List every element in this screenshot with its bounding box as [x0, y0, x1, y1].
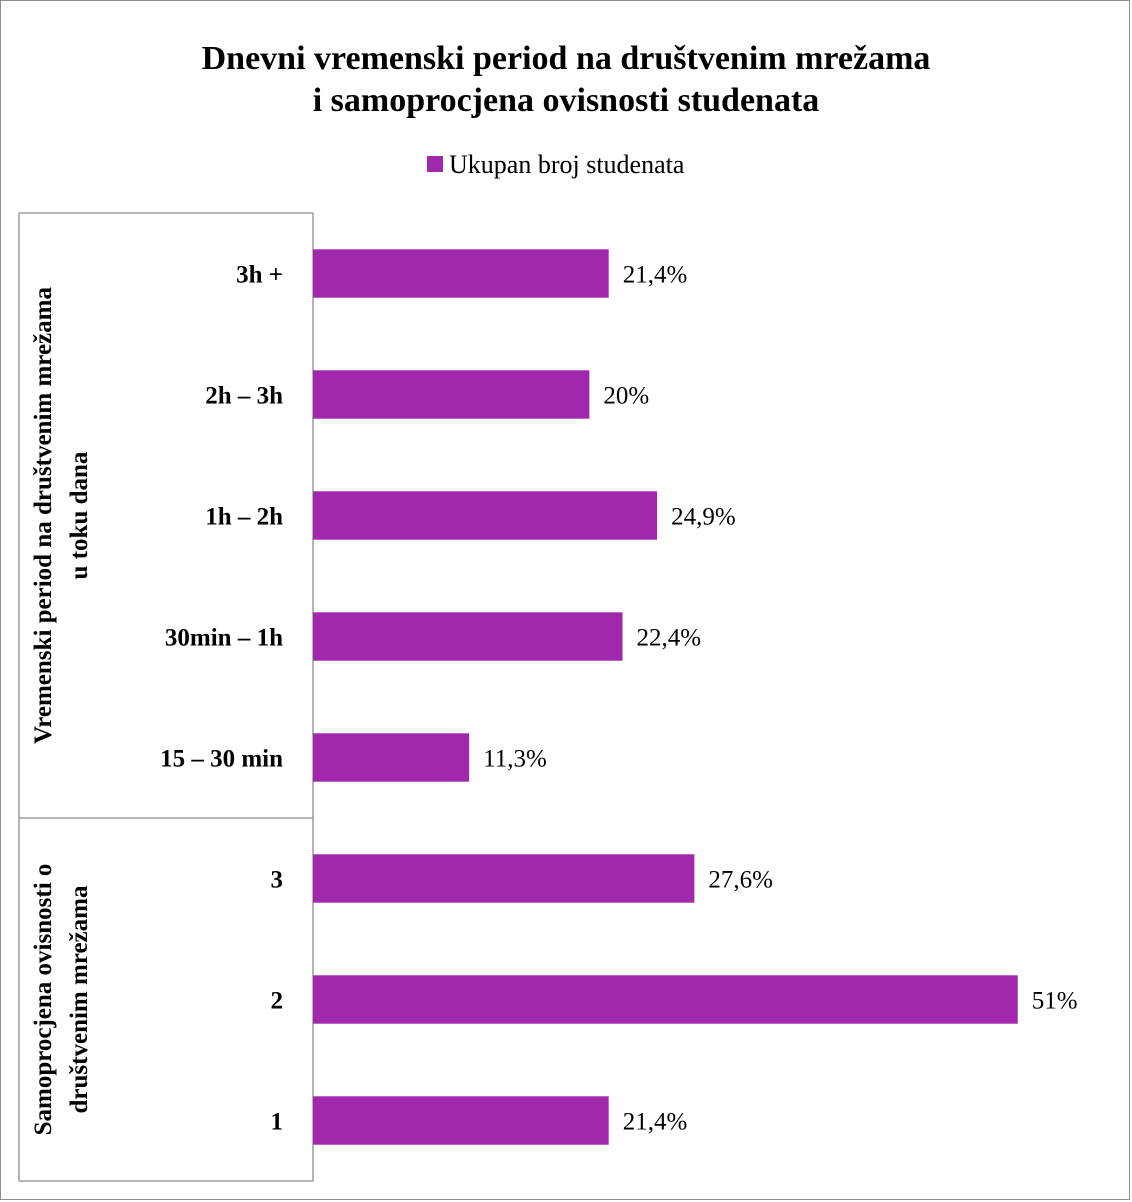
bar-2	[313, 370, 590, 419]
data-label-4: 22,4%	[637, 625, 702, 652]
bar-3	[313, 491, 658, 540]
chart-title-line-2: i samoprocjena ovisnosti studenata	[313, 82, 820, 119]
legend-label: Ukupan broj studenata	[449, 150, 685, 179]
category-groups: Vremenski period na društvenim mrežama u …	[18, 212, 313, 1182]
category-label-7: 2	[271, 988, 284, 1015]
data-label-7: 51%	[1032, 988, 1078, 1015]
bar-4	[313, 612, 623, 661]
category-label-6: 3	[271, 867, 284, 894]
data-label-3: 24,9%	[671, 504, 736, 531]
chart-title: Dnevni vremenski period na društvenim mr…	[202, 40, 931, 119]
category-label-8: 1	[271, 1109, 284, 1136]
data-label-6: 27,6%	[708, 867, 773, 894]
category-label-4: 30min – 1h	[165, 625, 283, 652]
labels: 3h + 21,4% 2h – 3h 20% 1h – 2h 24,9% 30min – 1…	[160, 262, 1077, 1136]
group-label-1-line-1: Vremenski period na društvenim mrežama	[30, 287, 57, 744]
bar-5	[313, 733, 470, 782]
data-label-8: 21,4%	[623, 1109, 688, 1136]
bar-8	[313, 1096, 609, 1145]
chart-title-line-1: Dnevni vremenski period na društvenim mr…	[202, 40, 931, 77]
group-label-1-line-2: u toku dana	[66, 451, 93, 579]
bars	[313, 249, 1018, 1145]
legend: Ukupan broj studenata	[427, 150, 685, 179]
data-label-5: 11,3%	[483, 746, 547, 773]
bar-1	[313, 249, 609, 298]
category-label-5: 15 – 30 min	[160, 746, 283, 773]
data-label-1: 21,4%	[623, 262, 688, 289]
category-label-1: 3h +	[236, 262, 283, 289]
data-label-2: 20%	[603, 383, 649, 410]
group-label-2-line-2: društvenim mrežama	[66, 885, 93, 1113]
group-label-2-line-1: Samoprocjena ovisnosti o	[30, 864, 57, 1136]
category-label-3: 1h – 2h	[205, 504, 283, 531]
category-label-2: 2h – 3h	[205, 383, 283, 410]
legend-swatch	[427, 156, 443, 172]
bar-6	[313, 854, 695, 903]
bar-7	[313, 975, 1018, 1024]
